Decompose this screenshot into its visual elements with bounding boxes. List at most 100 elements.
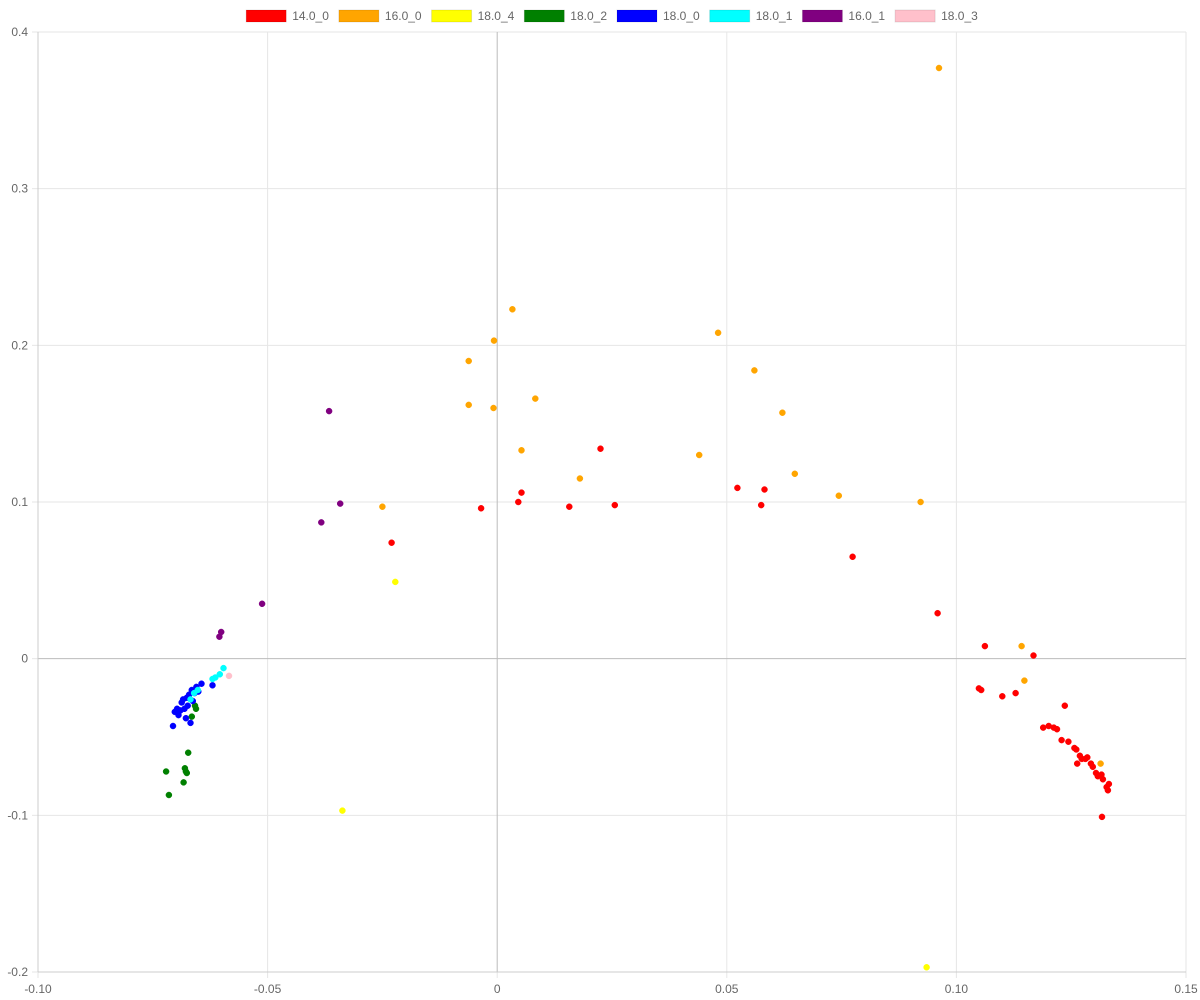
legend-swatch <box>616 9 658 23</box>
data-point[interactable] <box>835 492 843 499</box>
data-point[interactable] <box>182 714 190 722</box>
data-point[interactable] <box>935 64 943 72</box>
data-point[interactable] <box>225 672 233 680</box>
data-point[interactable] <box>576 475 584 482</box>
data-point[interactable] <box>169 722 177 730</box>
data-point[interactable] <box>490 337 498 344</box>
data-point[interactable] <box>184 702 191 709</box>
data-point[interactable] <box>757 501 765 509</box>
data-point[interactable] <box>336 500 344 507</box>
data-point[interactable] <box>180 779 187 786</box>
data-point[interactable] <box>1030 652 1037 659</box>
x-tick-label: 0.10 <box>945 982 969 996</box>
data-point[interactable] <box>1098 813 1106 821</box>
legend-item-18.0_0[interactable]: 18.0_0 <box>616 9 700 23</box>
data-point[interactable] <box>518 447 525 454</box>
data-point[interactable] <box>194 686 202 694</box>
data-point[interactable] <box>209 682 216 689</box>
data-point[interactable] <box>714 329 722 337</box>
data-point[interactable] <box>217 628 225 636</box>
data-point[interactable] <box>1039 724 1047 731</box>
legend-label: 16.0_0 <box>385 9 422 23</box>
data-point[interactable] <box>1061 702 1069 709</box>
data-point[interactable] <box>162 768 170 775</box>
data-point[interactable] <box>597 445 604 452</box>
data-point[interactable] <box>187 719 194 727</box>
data-point[interactable] <box>1073 746 1080 753</box>
y-tick-label: -0.1 <box>7 808 28 822</box>
data-point[interactable] <box>388 539 395 546</box>
data-point[interactable] <box>791 470 799 478</box>
data-point[interactable] <box>192 705 200 713</box>
data-point[interactable] <box>934 609 941 617</box>
data-point[interactable] <box>184 749 192 756</box>
legend-swatch <box>245 9 287 23</box>
data-point[interactable] <box>566 503 573 510</box>
data-point[interactable] <box>1084 754 1091 761</box>
data-point[interactable] <box>981 642 989 650</box>
data-point[interactable] <box>220 664 227 672</box>
data-point[interactable] <box>509 306 516 313</box>
data-point[interactable] <box>198 680 205 687</box>
data-point[interactable] <box>734 484 741 492</box>
data-point[interactable] <box>1058 736 1065 744</box>
data-point[interactable] <box>339 807 346 814</box>
data-point[interactable] <box>1099 776 1107 783</box>
data-point[interactable] <box>188 713 196 720</box>
legend-swatch <box>431 9 473 23</box>
y-tick-label: 0.4 <box>11 25 28 39</box>
data-point[interactable] <box>1053 725 1061 733</box>
legend[interactable]: 14.0_0 16.0_0 18.0_4 18.0_2 18.0_0 18.0_1 16.0… <box>245 9 978 23</box>
series-18.0_4 <box>339 578 930 971</box>
data-point[interactable] <box>258 600 266 608</box>
x-tick-label: -0.05 <box>254 982 282 996</box>
data-point[interactable] <box>1073 760 1081 767</box>
data-point[interactable] <box>751 367 758 374</box>
data-point[interactable] <box>779 409 786 416</box>
data-point[interactable] <box>212 674 219 681</box>
data-point[interactable] <box>518 489 525 496</box>
data-point[interactable] <box>325 407 333 415</box>
data-point[interactable] <box>515 498 522 506</box>
data-point[interactable] <box>465 401 472 409</box>
data-point[interactable] <box>1021 677 1028 684</box>
data-point[interactable] <box>611 501 619 509</box>
data-point[interactable] <box>977 686 985 694</box>
data-point[interactable] <box>183 769 191 777</box>
data-point[interactable] <box>695 451 703 459</box>
data-point[interactable] <box>1089 763 1097 771</box>
y-tick-label: 0.2 <box>11 338 28 352</box>
legend-label: 18.0_2 <box>570 9 607 23</box>
data-point[interactable] <box>165 791 173 799</box>
data-point[interactable] <box>1065 738 1072 745</box>
legend-item-16.0_1[interactable]: 16.0_1 <box>801 9 885 23</box>
data-point[interactable] <box>1097 760 1104 767</box>
data-point[interactable] <box>392 578 399 586</box>
legend-item-18.0_1[interactable]: 18.0_1 <box>709 9 793 23</box>
data-point[interactable] <box>490 404 497 412</box>
data-point[interactable] <box>923 964 930 971</box>
legend-item-16.0_0[interactable]: 16.0_0 <box>338 9 422 23</box>
x-tick-label: -0.10 <box>24 982 52 996</box>
data-point[interactable] <box>999 693 1006 700</box>
data-point[interactable] <box>216 671 224 678</box>
data-point[interactable] <box>379 503 386 510</box>
data-point[interactable] <box>532 395 539 402</box>
data-point[interactable] <box>917 498 924 506</box>
data-point[interactable] <box>1104 787 1112 794</box>
legend-item-14.0_0[interactable]: 14.0_0 <box>245 9 329 23</box>
data-point[interactable] <box>1018 642 1025 650</box>
data-point[interactable] <box>318 519 325 526</box>
legend-item-18.0_3[interactable]: 18.0_3 <box>894 9 978 23</box>
data-point[interactable] <box>849 553 856 561</box>
data-point[interactable] <box>477 505 485 512</box>
data-point[interactable] <box>187 696 194 703</box>
data-point[interactable] <box>1012 689 1019 697</box>
data-point[interactable] <box>761 486 768 493</box>
data-point[interactable] <box>465 357 472 365</box>
legend-item-18.0_2[interactable]: 18.0_2 <box>523 9 607 23</box>
legend-swatch <box>801 9 843 23</box>
data-point[interactable] <box>1105 780 1113 788</box>
legend-item-18.0_4[interactable]: 18.0_4 <box>431 9 515 23</box>
legend-swatch <box>338 9 380 23</box>
